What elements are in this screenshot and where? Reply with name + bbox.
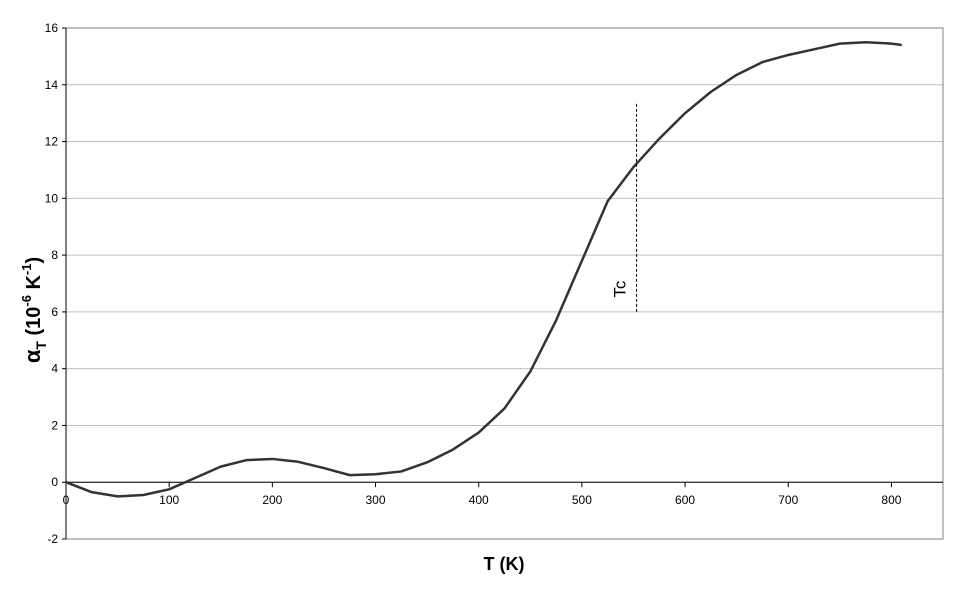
x-tick-label: 700 (778, 493, 798, 507)
y-tick-label: 2 (51, 418, 58, 432)
y-axis-label-part: T (33, 341, 49, 350)
x-tick-label: 300 (366, 493, 386, 507)
y-axis-label-part: α (20, 349, 45, 363)
x-tick-label: 400 (469, 493, 489, 507)
x-axis-label: T (K) (484, 554, 525, 574)
y-tick-label: 16 (45, 21, 59, 35)
x-tick-label: 200 (262, 493, 282, 507)
x-tick-label: 600 (675, 493, 695, 507)
y-axis-label-part: K (23, 274, 45, 295)
x-tick-label: 0 (63, 493, 70, 507)
y-tick-label: 0 (51, 475, 58, 489)
y-tick-label: 14 (45, 78, 59, 92)
y-tick-label: 10 (45, 191, 59, 205)
y-tick-label: 8 (51, 248, 58, 262)
y-axis-label-part: ) (23, 257, 45, 264)
x-tick-label: 500 (572, 493, 592, 507)
x-tick-label: 100 (159, 493, 179, 507)
y-axis-label-part: -6 (19, 295, 34, 307)
y-tick-label: 12 (45, 135, 59, 149)
annotation-label: Tc (611, 280, 630, 298)
y-axis-label-part: -1 (19, 263, 34, 275)
x-tick-label: 800 (881, 493, 901, 507)
y-axis-label: αT (10-6 K-1) (19, 257, 49, 363)
y-tick-label: 6 (51, 305, 58, 319)
y-tick-label: 4 (51, 362, 58, 376)
y-tick-label: -2 (47, 532, 58, 546)
y-axis-label-part: (10 (23, 307, 45, 341)
line-series (65, 40, 902, 498)
